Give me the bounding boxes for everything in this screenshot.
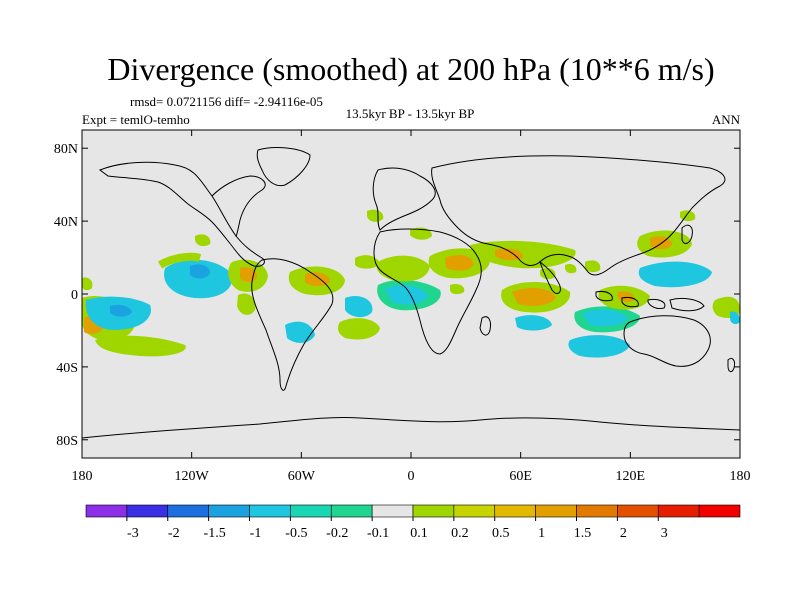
coastline-antarctica	[82, 416, 740, 439]
colorbar-swatch	[249, 504, 291, 518]
colorbar-swatch	[290, 504, 332, 518]
contour-pacific-south-band	[95, 335, 186, 357]
colorbar-label: -0.5	[285, 526, 307, 541]
contour-southamerica-cyan	[285, 321, 315, 343]
lat-tick-label: 80S	[56, 434, 78, 449]
contour-indian-east-cyan	[582, 309, 628, 327]
lat-tick-label: 40S	[56, 361, 78, 376]
contour-itcz-east-blue	[190, 264, 210, 279]
coastline-south-america	[251, 258, 334, 391]
coastline-new-zealand	[727, 357, 735, 373]
contour-north-atlantic-2	[355, 255, 380, 269]
lat-tick-label: 80N	[54, 142, 78, 157]
colorbar-label: -1.5	[204, 526, 226, 541]
contour-north-atlantic-3	[410, 227, 432, 240]
contour-mexico-small	[195, 234, 211, 247]
contour-south-atlantic-cyan	[345, 295, 373, 318]
colorbar-swatch	[412, 504, 455, 518]
lon-tick-label: 60E	[509, 469, 532, 484]
coastline-indonesia	[595, 291, 666, 309]
contour-west-indian-core	[512, 287, 556, 306]
colorbar-label: 1.5	[574, 526, 592, 541]
colorbar-swatch	[617, 504, 659, 518]
colorbar-label: -2	[168, 526, 180, 541]
coastline-india	[539, 260, 561, 294]
contour-north-pacific-cyan	[638, 261, 712, 288]
coastline-australia	[623, 315, 711, 367]
coastline-us-east	[211, 175, 266, 237]
colorbar-swatch	[576, 504, 618, 518]
coastline-new-guinea	[669, 297, 705, 312]
coastline-greenland	[256, 147, 311, 187]
season-label: ANN	[712, 112, 741, 127]
colorbar-label: -1	[250, 526, 262, 541]
coastline-madagascar	[479, 316, 491, 336]
coastline-africa	[373, 228, 482, 355]
lon-tick-label: 120W	[175, 469, 210, 484]
colorbar-swatch	[698, 504, 741, 518]
coastline-europe	[372, 167, 436, 231]
coastlines	[82, 147, 740, 439]
colorbar-swatch	[371, 504, 414, 518]
colorbar-swatch	[208, 504, 250, 518]
lon-tick-label: 120E	[616, 469, 646, 484]
lon-tick-label: 60W	[288, 469, 316, 484]
lon-tick-label: 180	[730, 469, 751, 484]
stats-text: rmsd= 0.0721156 diff= -2.94116e-05	[130, 94, 323, 109]
contour-sahel-east-core	[445, 254, 474, 271]
coastline-asia	[431, 155, 726, 276]
lat-tick-label: 0	[71, 288, 78, 303]
colorbar-label: 0.2	[451, 526, 469, 541]
experiment-label: Expt = temlO-temho	[82, 112, 190, 127]
colorbar-label: 1	[538, 526, 545, 541]
colorbar-label: 2	[620, 526, 627, 541]
contour-sahel-west	[376, 255, 430, 282]
contour-indian-small	[540, 267, 556, 280]
period-label: 13.5kyr BP - 13.5kyr BP	[346, 106, 475, 121]
colorbar-label: 0.1	[410, 526, 428, 541]
colorbar-swatch	[85, 504, 128, 518]
coastline-japan	[681, 224, 693, 244]
colorbar-swatch	[330, 504, 373, 518]
contour-itcz-east-cyan	[164, 259, 232, 299]
contour-south-indian	[568, 335, 630, 358]
colorbar-swatch	[494, 504, 536, 518]
contour-arabia-band	[470, 240, 576, 269]
latitude-axis: 80N 40N 0 40S 80S	[54, 142, 740, 449]
colorbar-swatch	[126, 504, 169, 518]
colorbar-label: -3	[127, 526, 139, 541]
contour-south-atlantic	[337, 318, 380, 340]
contour-pacific-south-blue	[110, 304, 132, 317]
contour-itcz-east-green-outer	[157, 252, 202, 269]
contour-arabia-core	[495, 248, 524, 261]
contour-pacific-far-west	[82, 277, 93, 291]
contour-sw-pacific-east-cyan	[730, 311, 740, 325]
colorbar-swatch	[657, 504, 700, 518]
colorbar: -3 -2 -1.5 -1 -0.5 -0.2 -0.1 0.1 0.2 0.5 1 1.5 2 3	[85, 504, 741, 541]
contour-maritime-small-1	[585, 260, 601, 273]
contour-west-indian-south	[515, 315, 552, 331]
divergence-contours	[82, 209, 740, 358]
colorbar-swatch	[453, 504, 496, 518]
plot-title: Divergence (smoothed) at 200 hPa (10**6 …	[107, 51, 714, 87]
colorbar-swatch	[167, 504, 209, 518]
lat-tick-label: 40N	[54, 215, 78, 230]
colorbar-label: -0.1	[367, 526, 389, 541]
contour-eq-atlantic-cyan	[385, 285, 428, 305]
longitude-axis: 180 120W 60W 0 60E 120E 180	[72, 130, 751, 484]
colorbar-swatch	[535, 504, 577, 518]
colorbar-label: 3	[661, 526, 668, 541]
colorbar-label: -0.2	[326, 526, 348, 541]
coastline-north-america	[98, 161, 265, 267]
contour-maritime-small-2	[565, 263, 577, 274]
colorbar-label: 0.5	[492, 526, 510, 541]
contour-north-atlantic-1	[367, 209, 384, 222]
contour-eastafrica-small	[450, 283, 465, 295]
contour-southamerica-west	[237, 293, 256, 315]
lon-tick-label: 180	[72, 469, 93, 484]
lon-tick-label: 0	[408, 469, 415, 484]
